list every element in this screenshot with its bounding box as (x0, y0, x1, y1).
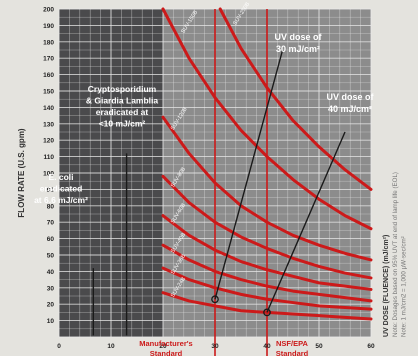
y-tick-label: 60 (47, 236, 55, 243)
y-tick-label: 160 (43, 72, 54, 79)
ecoli-annotation: eradicated (40, 184, 83, 194)
y-tick-label: 140 (43, 105, 54, 112)
uv-30-annotation: UV dose of (274, 32, 322, 42)
x-tick-label: 40 (263, 343, 271, 350)
x-tick-label: 50 (315, 343, 323, 350)
note-text: Note: Dosages based on 95% UVT at end of… (392, 172, 399, 337)
manufacturer-standard-label: Manufacturer's (139, 339, 192, 348)
y-tick-label: 190 (43, 23, 54, 30)
nsf-standard-label: NSF/EPA (276, 339, 309, 348)
nsf-standard-label: Standard (276, 349, 309, 356)
curve-suv-150b (161, 7, 373, 231)
note-text: Note: 1 mJ/cm2 = 1,000 µW·sec/cm² (401, 236, 408, 337)
curve-suv-250b (218, 7, 373, 191)
uv-30-annotation: 30 mJ/cm² (276, 44, 320, 54)
crypto-annotation: <10 mJ/cm² (99, 119, 146, 129)
y-tick-label: 80 (47, 203, 55, 210)
crypto-annotation: & Giardia Lamblia (86, 96, 159, 106)
curve-suv-40b (161, 243, 373, 303)
callout-lines (92, 49, 346, 336)
y-tick-label: 120 (43, 138, 54, 145)
y-tick-label: 70 (47, 220, 55, 227)
x-tick-label: 30 (211, 343, 219, 350)
curve-suv-120b (161, 115, 373, 262)
x-tick-label: 10 (107, 343, 115, 350)
uv-40-callout-line (266, 131, 346, 313)
y-tick-label: 110 (44, 154, 55, 161)
curve-suv-80b (161, 174, 373, 280)
ecoli-annotation: at 6.6 mJ/cm² (34, 195, 88, 205)
axis-ticks: 1020304050607080901001101201301401501601… (43, 7, 375, 351)
y-tick-label: 150 (43, 89, 54, 96)
y-tick-label: 20 (47, 302, 55, 309)
y-tick-label: 30 (47, 285, 55, 292)
y-tick-label: 130 (43, 121, 54, 128)
y-tick-label: 50 (47, 253, 55, 260)
y-tick-label: 180 (43, 39, 54, 46)
y-tick-label: 40 (47, 269, 55, 276)
uv-40-annotation: UV dose of (326, 92, 374, 102)
uv-40-annotation: 40 mJ/cm² (328, 104, 372, 114)
annotation-texts: SUV-250BSUV-150BSUV-120BSUV-80BSUV-60BSU… (17, 1, 408, 356)
ecoli-annotation: E. coli (48, 172, 73, 182)
x-tick-label: 20 (159, 343, 167, 350)
crypto-annotation: eradicated at (96, 107, 149, 117)
crypto-annotation: Cryptosporidium (88, 84, 157, 94)
y-tick-label: 100 (43, 171, 54, 178)
y-axis-label: FLOW RATE (U.S. gpm) (17, 128, 26, 218)
x-tick-label: 60 (367, 343, 375, 350)
uv-40-marker (263, 308, 271, 317)
x-tick-label: 0 (57, 343, 61, 350)
x-axis-label: UV DOSE (FLUENCE) (mJ/cm²) (383, 235, 390, 337)
curve-suv-60b (161, 214, 373, 291)
manufacturer-standard-label: Standard (150, 349, 183, 356)
uv-30-marker (211, 295, 219, 304)
y-tick-label: 170 (43, 56, 54, 63)
y-tick-label: 200 (43, 7, 54, 14)
curve-suv-36b (161, 266, 373, 311)
y-tick-label: 90 (47, 187, 55, 194)
uv-30-callout-line (214, 49, 284, 300)
y-tick-label: 10 (47, 318, 55, 325)
